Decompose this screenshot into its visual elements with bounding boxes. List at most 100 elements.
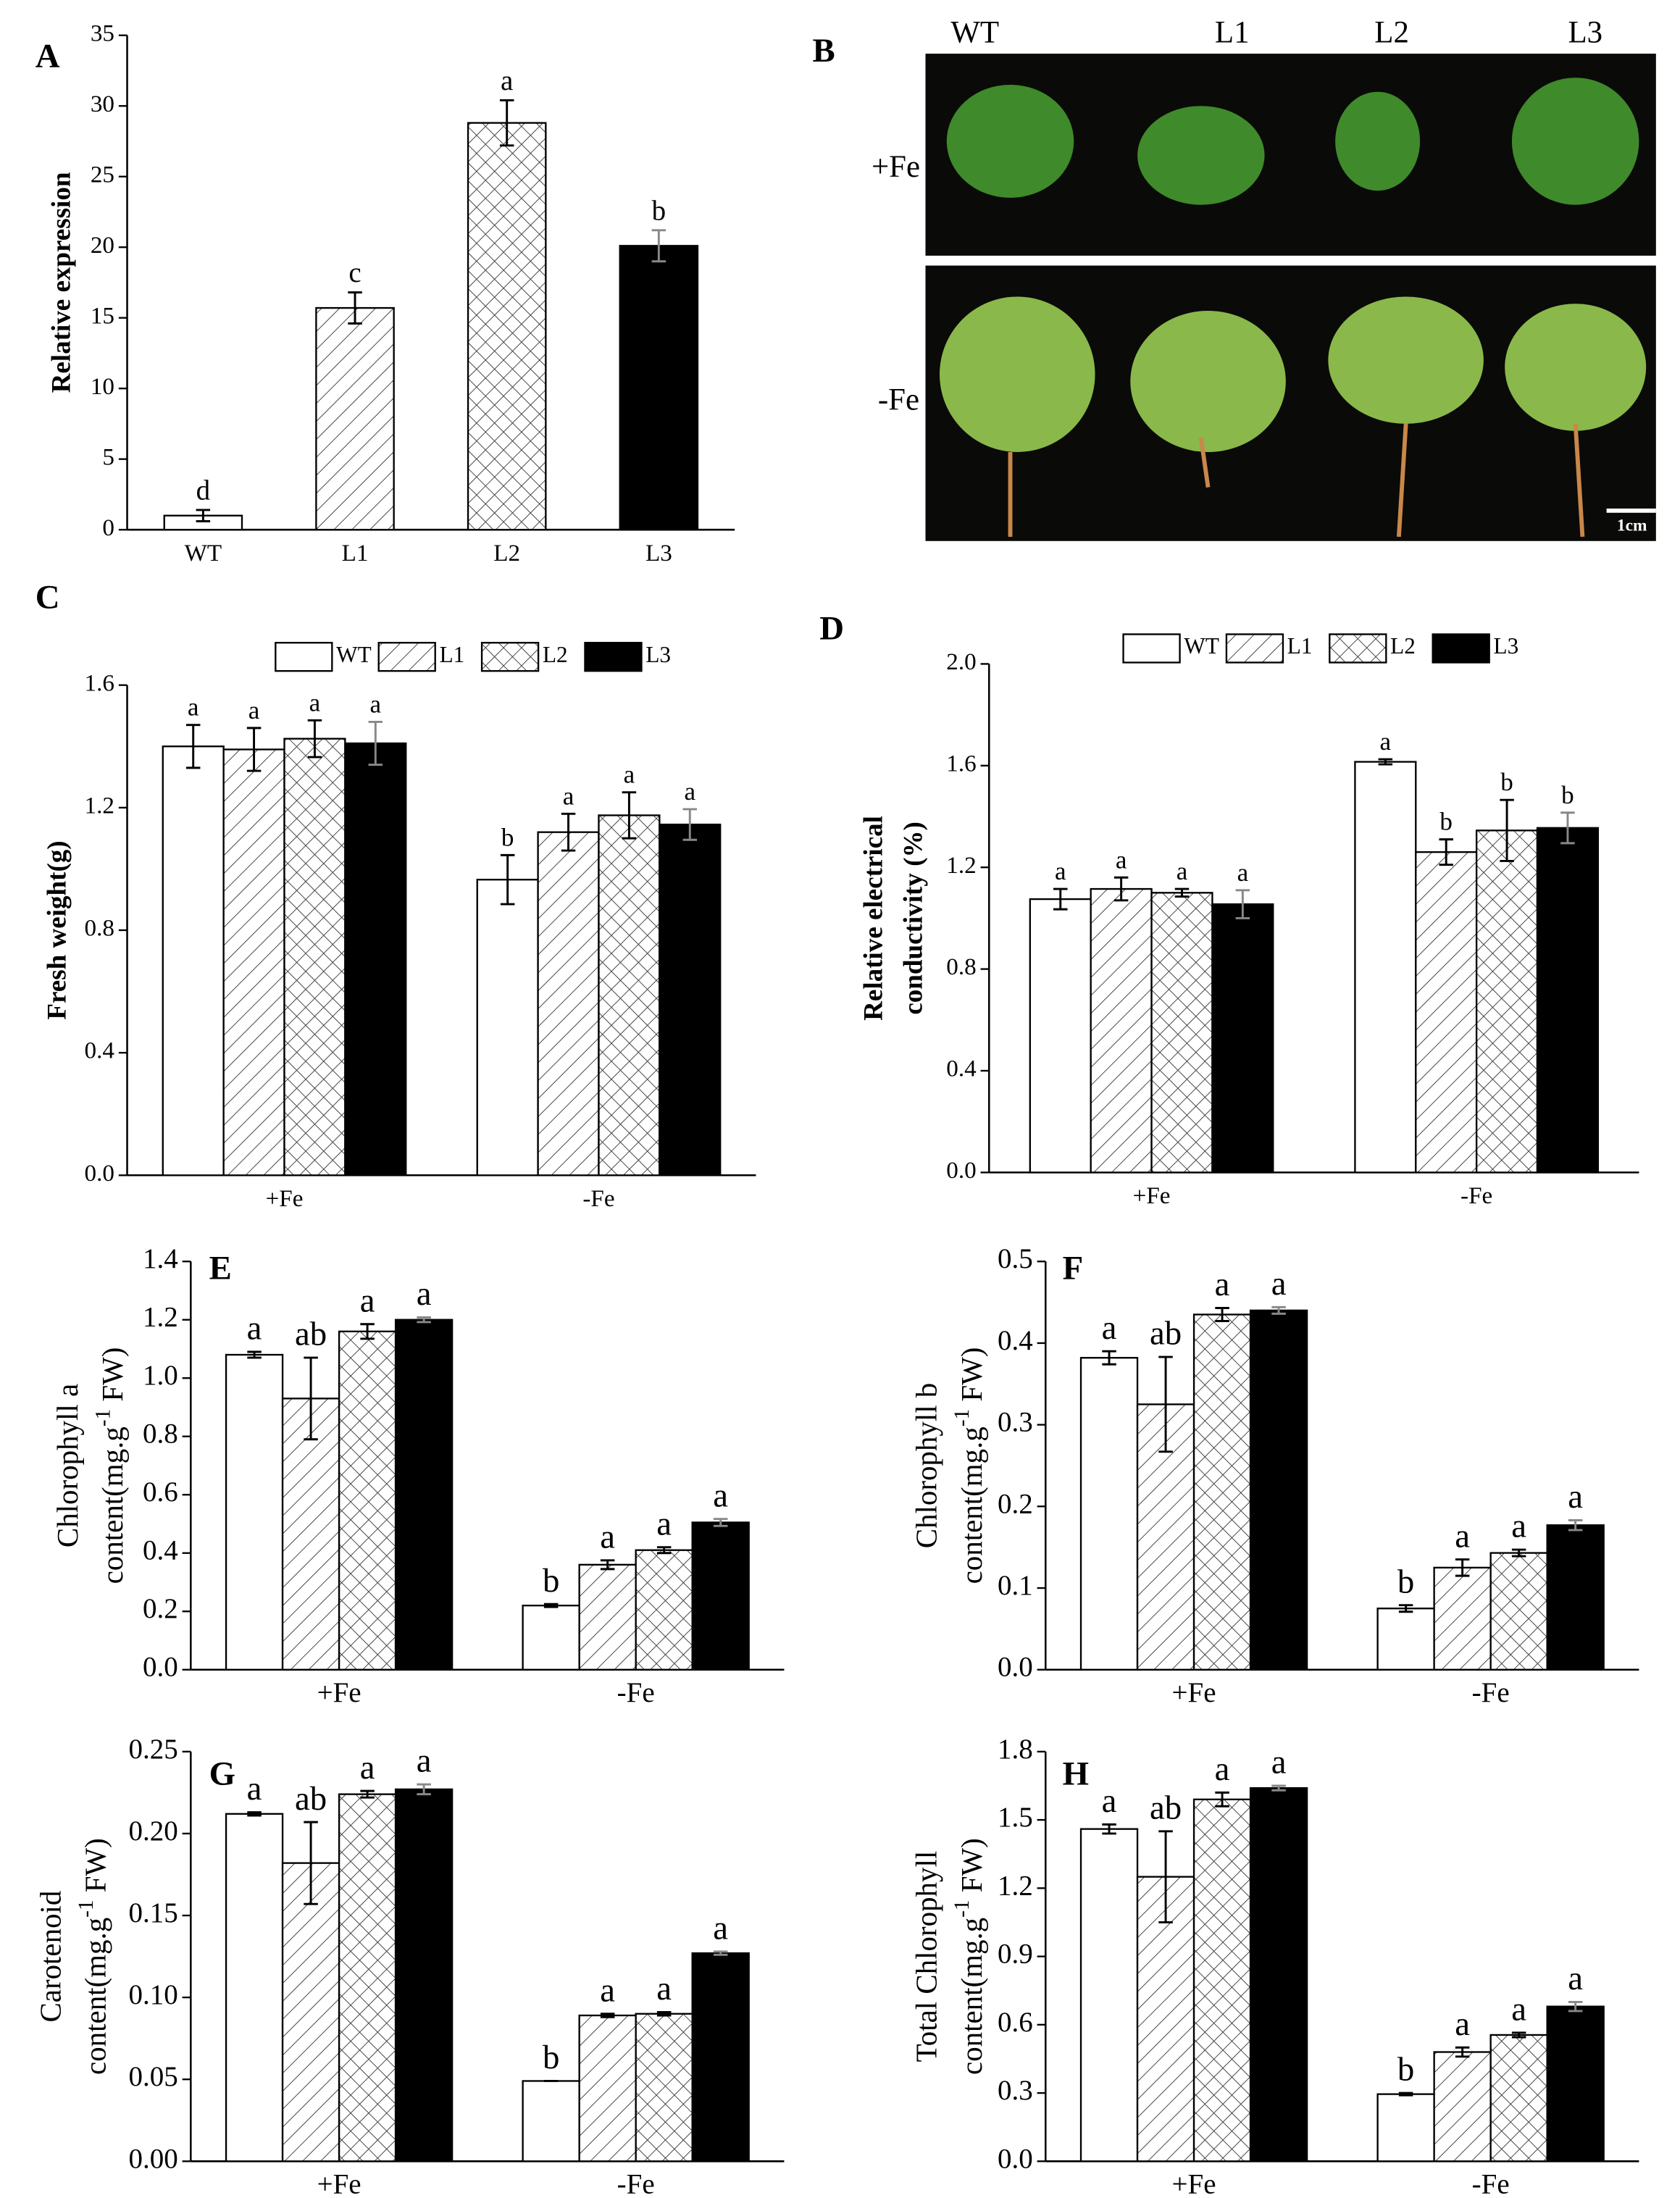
y-tick-label: 0.2 [143,1593,178,1624]
significance-letter: a [1511,1990,1526,2028]
bar [1249,1787,1308,2163]
bar [659,823,722,1177]
error-bar [713,1950,728,1956]
error-bar [1511,1548,1526,1558]
unit-base: content(mg.g [96,1426,129,1584]
error-bar [600,1559,615,1571]
significance-letter: ab [1150,1315,1182,1353]
significance-letter: a [600,1971,615,2009]
column-label: WT [950,16,999,50]
significance-letter: a [1177,857,1188,885]
significance-letter: a [1511,1508,1526,1545]
legend-swatch [584,642,643,672]
legend-swatch [1225,633,1284,664]
y-tick-label: 25 [91,161,114,188]
y-tick-label: 0.15 [128,1897,177,1929]
bar [344,742,407,1177]
error-bar [348,291,362,325]
significance-letter: a [360,1749,375,1787]
bar [338,1330,397,1671]
x-tick-label: -Fe [582,1185,614,1212]
legend-swatch [480,642,540,672]
error-bar [651,229,666,263]
y-tick-label: 0.6 [998,2007,1033,2038]
significance-letter: b [1500,768,1513,796]
y-tick-label: 0.4 [998,1325,1033,1356]
bar [467,122,547,531]
scale-label: 1cm [1617,517,1647,535]
panel-label: A [35,38,60,75]
panel: D 0.0 0.4 0.8 1.2 1.6 2.0 Relative electrical co… [819,609,1639,1209]
legend-swatch [1329,633,1387,664]
unit-base: content(mg.g [80,1918,112,2075]
unit-tail: FW) [96,1347,129,1409]
y-tick-label: 1.2 [143,1302,178,1333]
y-tick-label: 1.8 [998,1734,1033,1765]
significance-letter: a [501,65,513,96]
x-tick-label: -Fe [1472,2168,1510,2198]
error-bar [1158,1355,1173,1453]
significance-letter: a [656,1505,672,1542]
significance-letter: a [1568,1478,1583,1516]
error-bar [1568,1519,1583,1532]
x-tick-label: -Fe [1460,1182,1492,1209]
y-axis-unit: content(mg.g-1 FW) [75,1838,112,2075]
bar [1192,1798,1252,2163]
error-bar [185,724,201,769]
y-axis-label: Relative expression [46,172,76,393]
legend-label: L2 [543,642,568,667]
bar [1354,761,1417,1174]
x-tick-label: -Fe [617,2168,655,2198]
significance-letter: d [196,475,211,506]
significance-letter: a [1237,858,1249,887]
significance-letter: ab [295,1780,327,1818]
y-tick-label: 0.0 [998,2143,1033,2174]
y-tick-label: 0.3 [998,1407,1033,1438]
panel-label: B [812,32,835,70]
bar [1211,903,1274,1174]
error-bar [1500,798,1514,862]
significance-letter: a [1455,1517,1470,1555]
y-tick-label: 15 [91,302,114,329]
error-bar [417,1783,431,1796]
significance-letter: a [309,688,321,716]
error-bar [1568,2000,1583,2013]
bar [1079,1357,1139,1671]
y-axis-label: Carotenoid [35,1891,67,2023]
x-tick-label: WT [185,540,222,567]
error-bar [360,1789,375,1799]
significance-letter: a [1102,1309,1117,1347]
y-axis-label: Chlorophyll b [911,1383,943,1549]
y-tick-label: 0.4 [85,1037,115,1064]
x-tick-label: +Fe [266,1185,304,1212]
bar [225,1353,284,1671]
error-bar [1511,2031,1526,2039]
y-axis-unit: content(mg.g-1 FW) [91,1347,129,1584]
unit-sup: -1 [950,1409,974,1426]
error-bar [1102,1350,1116,1366]
unit-sup: -1 [75,1900,98,1917]
y-axis-unit: content(mg.g-1 FW) [950,1838,988,2075]
error-bar [307,719,322,759]
x-tick-label: +Fe [317,1677,362,1708]
x-tick-label: +Fe [1172,2168,1216,2198]
panel: A 0 5 10 15 20 25 30 35 Relative expression WT L1 L2… [35,20,735,567]
significance-letter: b [543,1562,559,1600]
bar [338,1793,397,2163]
x-tick-label: +Fe [1133,1182,1171,1209]
bar [578,1563,637,1671]
x-tick-label: +Fe [317,2168,362,2198]
bar [225,1813,284,2163]
significance-letter: b [652,195,666,226]
legend-label: WT [1184,633,1219,659]
error-bar [1235,889,1250,919]
error-bar [1398,1604,1413,1613]
bar [522,1605,580,1671]
significance-letter: a [1568,1960,1583,1997]
bar [1090,887,1153,1174]
significance-letter: a [417,1275,432,1313]
y-tick-label: 0.0 [143,1652,178,1683]
significance-letter: a [563,782,574,810]
unit-base: content(mg.g [956,1918,988,2075]
